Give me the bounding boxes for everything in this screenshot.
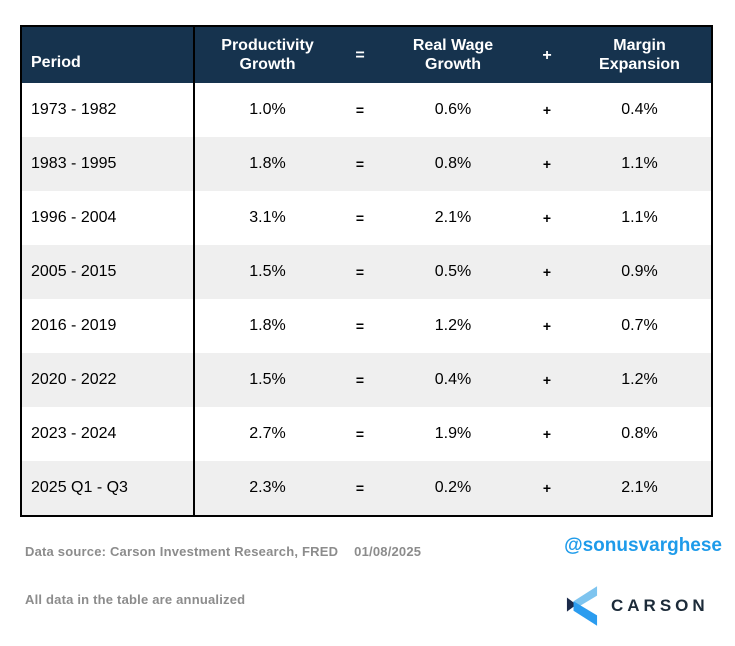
- margin-cell: 0.4%: [621, 101, 658, 118]
- data-source-text: Data source: Carson Investment Research,…: [25, 544, 339, 559]
- plus-sign: +: [542, 372, 552, 388]
- productivity-cell: 2.3%: [249, 479, 286, 496]
- equals-sign: =: [355, 318, 365, 334]
- productivity-cell: 1.0%: [249, 101, 286, 118]
- margin-cell: 1.2%: [621, 371, 658, 388]
- table-row: 1973 - 1982 1.0% = 0.6% + 0.4%: [22, 83, 711, 137]
- table-header-row: Period Productivity Growth = Real Wage G…: [22, 27, 711, 83]
- header-equals-sign: =: [340, 27, 380, 83]
- productivity-cell: 2.7%: [249, 425, 286, 442]
- header-cell-real-wage-growth: Real Wage Growth: [380, 27, 526, 83]
- period-cell: 2016 - 2019: [22, 299, 195, 353]
- margin-cell: 0.9%: [621, 263, 658, 280]
- real-wage-cell: 1.2%: [434, 317, 472, 334]
- table-row: 2020 - 2022 1.5% = 0.4% + 1.2%: [22, 353, 711, 407]
- table-body: 1973 - 1982 1.0% = 0.6% + 0.4% 1983 - 19…: [22, 83, 711, 515]
- period-cell: 1983 - 1995: [22, 137, 195, 191]
- margin-cell: 1.1%: [621, 155, 658, 172]
- real-wage-cell: 0.2%: [434, 479, 472, 496]
- period-cell: 2023 - 2024: [22, 407, 195, 461]
- equals-sign: =: [355, 156, 365, 172]
- real-wage-cell: 0.5%: [434, 263, 472, 280]
- header-cell-margin-expansion: Margin Expansion: [568, 27, 711, 83]
- table-row: 2023 - 2024 2.7% = 1.9% + 0.8%: [22, 407, 711, 461]
- plus-sign: +: [542, 426, 552, 442]
- table-row: 1996 - 2004 3.1% = 2.1% + 1.1%: [22, 191, 711, 245]
- productivity-table: Period Productivity Growth = Real Wage G…: [20, 25, 713, 517]
- table-row: 1983 - 1995 1.8% = 0.8% + 1.1%: [22, 137, 711, 191]
- real-wage-cell: 0.4%: [434, 371, 472, 388]
- plus-sign: +: [542, 102, 552, 118]
- period-cell: 2020 - 2022: [22, 353, 195, 407]
- period-cell: 1996 - 2004: [22, 191, 195, 245]
- header-cell-period: Period: [22, 27, 195, 83]
- real-wage-cell: 0.6%: [434, 101, 472, 118]
- carson-logo: CARSON: [566, 585, 709, 627]
- productivity-cell: 1.5%: [249, 263, 286, 280]
- plus-sign: +: [542, 480, 552, 496]
- table-row: 2005 - 2015 1.5% = 0.5% + 0.9%: [22, 245, 711, 299]
- date-text: 01/08/2025: [354, 544, 422, 559]
- margin-cell: 0.8%: [621, 425, 658, 442]
- header-plus-sign: +: [526, 27, 568, 83]
- productivity-cell: 1.8%: [249, 317, 286, 334]
- equals-sign: =: [355, 210, 365, 226]
- margin-cell: 1.1%: [621, 209, 658, 226]
- social-handle: @sonusvarghese: [564, 535, 722, 556]
- equals-sign: =: [355, 102, 365, 118]
- productivity-cell: 3.1%: [249, 209, 286, 226]
- header-cell-productivity-growth: Productivity Growth: [195, 27, 340, 83]
- productivity-cell: 1.5%: [249, 371, 286, 388]
- margin-cell: 0.7%: [621, 317, 658, 334]
- real-wage-cell: 0.8%: [434, 155, 472, 172]
- margin-cell: 2.1%: [621, 479, 658, 496]
- period-cell: 1973 - 1982: [22, 83, 195, 137]
- equals-sign: =: [355, 426, 365, 442]
- real-wage-cell: 2.1%: [434, 209, 472, 226]
- plus-sign: +: [542, 318, 552, 334]
- real-wage-cell: 1.9%: [434, 425, 472, 442]
- productivity-cell: 1.8%: [249, 155, 286, 172]
- plus-sign: +: [542, 210, 552, 226]
- plus-sign: +: [542, 156, 552, 172]
- equals-sign: =: [355, 480, 365, 496]
- equals-sign: =: [355, 264, 365, 280]
- period-cell: 2025 Q1 - Q3: [22, 461, 195, 515]
- annualized-note: All data in the table are annualized: [25, 592, 246, 607]
- period-cell: 2005 - 2015: [22, 245, 195, 299]
- plus-sign: +: [542, 264, 552, 280]
- table-row: 2025 Q1 - Q3 2.3% = 0.2% + 2.1%: [22, 461, 711, 515]
- table-row: 2016 - 2019 1.8% = 1.2% + 0.7%: [22, 299, 711, 353]
- carson-logo-text: CARSON: [611, 596, 709, 615]
- equals-sign: =: [355, 372, 365, 388]
- carson-logo-icon: [566, 586, 598, 626]
- data-source-line: Data source: Carson Investment Research,…: [25, 544, 421, 559]
